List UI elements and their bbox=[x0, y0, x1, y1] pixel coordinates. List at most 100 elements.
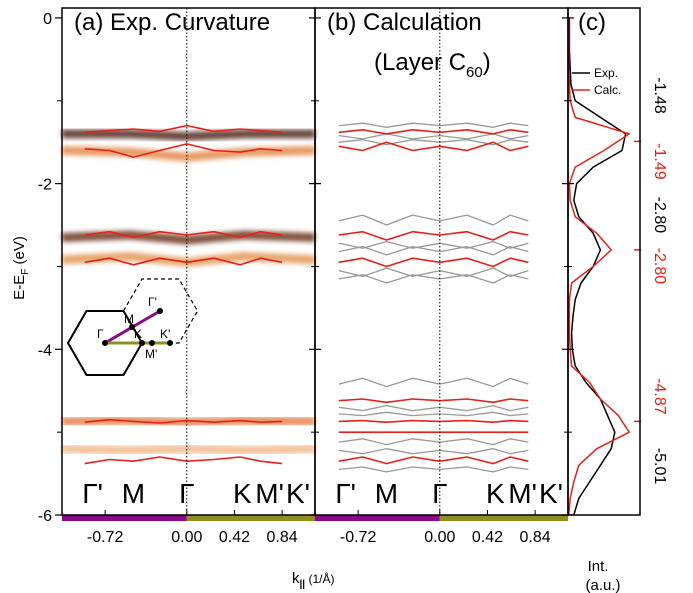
k-point-label: Γ bbox=[179, 478, 194, 509]
intensity-band bbox=[61, 230, 316, 245]
band-line bbox=[84, 124, 283, 134]
k-point-label: M bbox=[122, 478, 145, 509]
y-axis-label: E-EF (eV) bbox=[11, 236, 31, 300]
path-bar bbox=[186, 515, 315, 521]
band-line bbox=[84, 418, 283, 424]
intensity-band bbox=[61, 444, 316, 455]
inset-points bbox=[102, 308, 173, 346]
band-line bbox=[338, 448, 529, 455]
panel-title: (a) Exp. Curvature bbox=[74, 9, 270, 36]
x-tick-label: -0.72 bbox=[340, 529, 377, 546]
point bbox=[149, 340, 155, 346]
k-point-label: K' bbox=[539, 478, 563, 509]
band-line bbox=[338, 411, 529, 417]
brillouin-zone-inset: Γ M K Γ' K' M' bbox=[66, 278, 199, 376]
label-part: (1/Å) bbox=[305, 571, 334, 586]
x-tick-label: 0.00 bbox=[171, 529, 202, 546]
band-line bbox=[338, 240, 529, 249]
peak-label: -1.48 bbox=[651, 77, 668, 114]
band-line bbox=[338, 456, 529, 465]
y-tick-label: 0 bbox=[43, 11, 52, 28]
x-axis-label: (a.u.) bbox=[585, 577, 620, 593]
band-line bbox=[338, 214, 529, 226]
band-line bbox=[338, 404, 529, 412]
band-line bbox=[84, 257, 283, 266]
band-line bbox=[338, 230, 529, 241]
x-tick-label: 0.00 bbox=[424, 529, 455, 546]
legend-label: Exp. bbox=[594, 66, 618, 80]
label-part: E-E bbox=[11, 275, 28, 300]
y-tick-label: -4 bbox=[38, 342, 52, 359]
subtitle-sub: 60 bbox=[466, 64, 483, 81]
inset-label: K' bbox=[160, 327, 170, 341]
subtitle-part: ) bbox=[483, 49, 491, 76]
band-line bbox=[338, 398, 529, 404]
x-tick-label: 0.84 bbox=[520, 529, 551, 546]
band-line bbox=[338, 466, 529, 473]
path-bar bbox=[439, 515, 568, 521]
peak-label: -2.80 bbox=[651, 248, 668, 285]
band-line bbox=[338, 274, 529, 284]
band-line bbox=[338, 245, 529, 256]
panel-title: (b) Calculation bbox=[327, 9, 482, 36]
k-point-label: K' bbox=[286, 478, 310, 509]
band-line bbox=[338, 438, 529, 446]
path-bar bbox=[62, 515, 187, 521]
band-line bbox=[84, 456, 283, 465]
x-tick-label: 0.84 bbox=[267, 529, 298, 546]
k-point-label: M' bbox=[508, 478, 537, 509]
label-part: k bbox=[292, 570, 300, 587]
k-point-label: Γ' bbox=[335, 478, 356, 509]
x-tick-label: 0.42 bbox=[219, 529, 250, 546]
panel-subtitle: (Layer C60) bbox=[374, 49, 491, 81]
band-line bbox=[338, 267, 529, 278]
intensity-band bbox=[61, 146, 316, 162]
subtitle-part: (Layer C bbox=[374, 49, 466, 76]
band-line bbox=[338, 377, 529, 388]
panel-title: (c) bbox=[578, 9, 606, 36]
k-point-label: K bbox=[233, 478, 252, 509]
point bbox=[167, 340, 173, 346]
inset-label: Γ bbox=[97, 327, 104, 341]
x-tick-label: -0.72 bbox=[87, 529, 124, 546]
intensity-band bbox=[62, 129, 315, 141]
y-tick-label: -6 bbox=[38, 508, 52, 525]
point bbox=[102, 340, 108, 346]
point bbox=[139, 340, 145, 346]
band-line bbox=[338, 133, 529, 140]
point bbox=[157, 308, 163, 314]
band-line bbox=[338, 129, 529, 135]
band-line bbox=[84, 230, 283, 239]
band-line bbox=[338, 139, 529, 146]
label-sub: F bbox=[20, 269, 31, 275]
k-point-label: K bbox=[486, 478, 505, 509]
inset-label: M bbox=[124, 312, 134, 326]
point bbox=[129, 324, 135, 330]
band-line bbox=[338, 419, 529, 423]
legend-label: Calc. bbox=[594, 83, 621, 97]
inset-label: K bbox=[134, 327, 142, 341]
label-sub: || bbox=[300, 579, 306, 590]
label-part: (eV) bbox=[11, 236, 28, 269]
k-point-label: M bbox=[375, 478, 398, 509]
band-line bbox=[338, 141, 529, 152]
x-axis-label: Int. bbox=[588, 558, 609, 575]
k-point-label: M' bbox=[255, 478, 284, 509]
band-line bbox=[338, 122, 529, 128]
x-tick-label: 0.42 bbox=[472, 529, 503, 546]
peak-label: -4.87 bbox=[651, 378, 668, 415]
peak-label: -5.01 bbox=[651, 448, 668, 485]
band-line bbox=[84, 143, 283, 158]
peak-label: -1.49 bbox=[651, 143, 668, 180]
inset-label: Γ' bbox=[148, 295, 157, 309]
band-line bbox=[338, 257, 529, 268]
inset-label: M' bbox=[145, 347, 157, 361]
k-point-label: Γ' bbox=[82, 478, 103, 509]
x-axis-label: k|| (1/Å) bbox=[292, 570, 334, 590]
panel-frame bbox=[567, 7, 641, 516]
peak-label: -2.80 bbox=[651, 197, 668, 234]
y-tick-label: -2 bbox=[38, 177, 52, 194]
k-point-label: Γ bbox=[432, 478, 447, 509]
